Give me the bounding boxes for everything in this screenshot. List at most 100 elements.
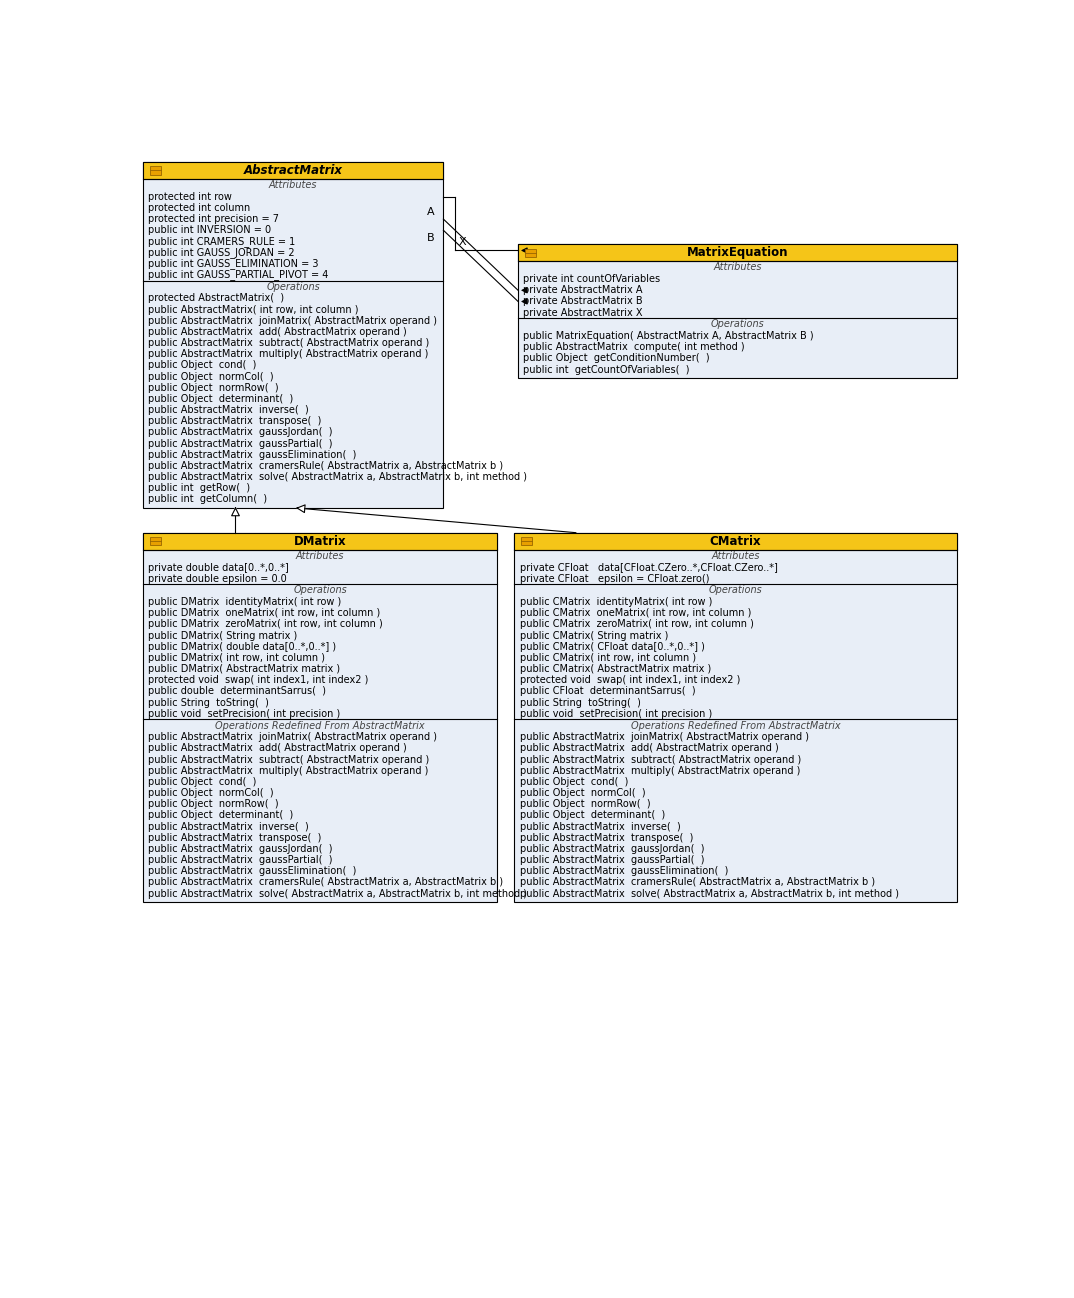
Text: public AbstractMatrix  cramersRule( AbstractMatrix a, AbstractMatrix b ): public AbstractMatrix cramersRule( Abstr… <box>148 461 504 471</box>
Text: public int CRAMERS_RULE = 1: public int CRAMERS_RULE = 1 <box>148 236 295 247</box>
Text: public AbstractMatrix  joinMatrix( AbstractMatrix operand ): public AbstractMatrix joinMatrix( Abstra… <box>148 732 437 742</box>
Text: public int GAUSS_JORDAN = 2: public int GAUSS_JORDAN = 2 <box>148 247 295 258</box>
Text: public AbstractMatrix  subtract( AbstractMatrix operand ): public AbstractMatrix subtract( Abstract… <box>148 754 430 765</box>
Text: public AbstractMatrix  subtract( AbstractMatrix operand ): public AbstractMatrix subtract( Abstract… <box>148 337 430 348</box>
Bar <box>518 244 957 378</box>
Text: public Object  determinant(  ): public Object determinant( ) <box>520 810 665 820</box>
Text: public int INVERSION = 0: public int INVERSION = 0 <box>148 226 272 235</box>
Text: public int GAUSS_ELIMINATION = 3: public int GAUSS_ELIMINATION = 3 <box>148 258 319 269</box>
Text: public void  setPrecision( int precision ): public void setPrecision( int precision … <box>148 709 340 719</box>
Text: public void  setPrecision( int precision ): public void setPrecision( int precision … <box>520 709 712 719</box>
Text: Attributes: Attributes <box>268 180 318 190</box>
Text: public AbstractMatrix  inverse(  ): public AbstractMatrix inverse( ) <box>520 822 680 832</box>
Text: public AbstractMatrix  joinMatrix( AbstractMatrix operand ): public AbstractMatrix joinMatrix( Abstra… <box>148 315 437 326</box>
Text: public AbstractMatrix  cramersRule( AbstractMatrix a, AbstractMatrix b ): public AbstractMatrix cramersRule( Abstr… <box>520 877 874 888</box>
Text: Attributes: Attributes <box>713 262 761 273</box>
Text: AbstractMatrix: AbstractMatrix <box>244 164 343 177</box>
Text: public Object  determinant(  ): public Object determinant( ) <box>148 393 293 404</box>
Text: Operations: Operations <box>266 282 320 292</box>
Text: public Object  normRow(  ): public Object normRow( ) <box>148 383 279 393</box>
Text: protected int row: protected int row <box>148 192 232 201</box>
Text: public CMatrix  oneMatrix( int row, int column ): public CMatrix oneMatrix( int row, int c… <box>520 609 751 618</box>
Text: public CMatrix( int row, int column ): public CMatrix( int row, int column ) <box>520 653 696 663</box>
Text: public DMatrix( int row, int column ): public DMatrix( int row, int column ) <box>148 653 325 663</box>
Text: public DMatrix( String matrix ): public DMatrix( String matrix ) <box>148 631 297 641</box>
Text: public CMatrix( AbstractMatrix matrix ): public CMatrix( AbstractMatrix matrix ) <box>520 665 711 674</box>
Text: public AbstractMatrix  solve( AbstractMatrix a, AbstractMatrix b, int method ): public AbstractMatrix solve( AbstractMat… <box>148 889 527 898</box>
Text: public AbstractMatrix  gaussPartial(  ): public AbstractMatrix gaussPartial( ) <box>520 855 705 866</box>
Text: public DMatrix( AbstractMatrix matrix ): public DMatrix( AbstractMatrix matrix ) <box>148 665 340 674</box>
Text: Operations Redefined From AbstractMatrix: Operations Redefined From AbstractMatrix <box>630 720 841 731</box>
Text: private double data[0..*,0..*]: private double data[0..*,0..*] <box>148 562 289 572</box>
Text: private AbstractMatrix X: private AbstractMatrix X <box>523 308 643 318</box>
Text: public AbstractMatrix  gaussJordan(  ): public AbstractMatrix gaussJordan( ) <box>148 427 333 437</box>
Text: public AbstractMatrix  add( AbstractMatrix operand ): public AbstractMatrix add( AbstractMatri… <box>148 744 407 753</box>
Text: public String  toString(  ): public String toString( ) <box>520 697 640 707</box>
Text: private CFloat   data[CFloat.CZero..*,CFloat.CZero..*]: private CFloat data[CFloat.CZero..*,CFlo… <box>520 562 778 572</box>
Text: Attributes: Attributes <box>296 550 345 561</box>
Text: Operations: Operations <box>293 585 347 596</box>
Bar <box>514 532 957 549</box>
Text: public AbstractMatrix  compute( int method ): public AbstractMatrix compute( int metho… <box>523 343 745 352</box>
Text: public Object  normRow(  ): public Object normRow( ) <box>148 800 279 809</box>
Bar <box>521 537 532 545</box>
Text: protected void  swap( int index1, int index2 ): protected void swap( int index1, int ind… <box>148 675 368 685</box>
Text: public AbstractMatrix  inverse(  ): public AbstractMatrix inverse( ) <box>148 405 309 415</box>
Text: Operations: Operations <box>711 319 765 330</box>
Text: public Object  normCol(  ): public Object normCol( ) <box>148 371 274 382</box>
Text: public MatrixEquation( AbstractMatrix A, AbstractMatrix B ): public MatrixEquation( AbstractMatrix A,… <box>523 331 814 341</box>
Bar <box>143 162 444 508</box>
Text: public AbstractMatrix  gaussElimination(  ): public AbstractMatrix gaussElimination( … <box>148 866 357 876</box>
Text: public AbstractMatrix  inverse(  ): public AbstractMatrix inverse( ) <box>148 822 309 832</box>
Text: public Object  cond(  ): public Object cond( ) <box>148 361 257 370</box>
Bar <box>143 532 497 549</box>
Text: DMatrix: DMatrix <box>294 535 347 548</box>
Text: protected int column: protected int column <box>148 202 250 213</box>
Text: public AbstractMatrix  gaussJordan(  ): public AbstractMatrix gaussJordan( ) <box>520 844 705 854</box>
Text: public AbstractMatrix  subtract( AbstractMatrix operand ): public AbstractMatrix subtract( Abstract… <box>520 754 801 765</box>
Text: public int  getColumn(  ): public int getColumn( ) <box>148 495 267 505</box>
Text: private double epsilon = 0.0: private double epsilon = 0.0 <box>148 574 287 584</box>
Text: public double  determinantSarrus(  ): public double determinantSarrus( ) <box>148 687 326 697</box>
Text: X: X <box>459 238 466 248</box>
Text: private int countOfVariables: private int countOfVariables <box>523 274 661 284</box>
Text: public Object  getConditionNumber(  ): public Object getConditionNumber( ) <box>523 353 710 363</box>
Text: public AbstractMatrix  multiply( AbstractMatrix operand ): public AbstractMatrix multiply( Abstract… <box>148 766 429 776</box>
Bar <box>518 244 957 261</box>
Text: public DMatrix  zeroMatrix( int row, int column ): public DMatrix zeroMatrix( int row, int … <box>148 619 383 630</box>
Bar <box>514 532 957 902</box>
Text: public Object  cond(  ): public Object cond( ) <box>520 778 628 787</box>
Text: protected AbstractMatrix(  ): protected AbstractMatrix( ) <box>148 293 285 304</box>
Text: CMatrix: CMatrix <box>710 535 761 548</box>
Text: public AbstractMatrix  multiply( AbstractMatrix operand ): public AbstractMatrix multiply( Abstract… <box>520 766 800 776</box>
Text: public AbstractMatrix  transpose(  ): public AbstractMatrix transpose( ) <box>148 833 322 842</box>
Text: public CMatrix( CFloat data[0..*,0..*] ): public CMatrix( CFloat data[0..*,0..*] ) <box>520 641 705 652</box>
Text: public Object  normCol(  ): public Object normCol( ) <box>520 788 645 798</box>
Text: protected int precision = 7: protected int precision = 7 <box>148 214 279 225</box>
Text: public AbstractMatrix  transpose(  ): public AbstractMatrix transpose( ) <box>520 833 693 842</box>
Bar <box>143 162 444 179</box>
Text: public String  toString(  ): public String toString( ) <box>148 697 270 707</box>
Text: public AbstractMatrix  multiply( AbstractMatrix operand ): public AbstractMatrix multiply( Abstract… <box>148 349 429 360</box>
Bar <box>150 537 161 545</box>
Text: protected void  swap( int index1, int index2 ): protected void swap( int index1, int ind… <box>520 675 740 685</box>
Text: public AbstractMatrix  gaussPartial(  ): public AbstractMatrix gaussPartial( ) <box>148 439 333 449</box>
Bar <box>525 248 536 257</box>
Text: MatrixEquation: MatrixEquation <box>686 247 788 260</box>
Text: public Object  determinant(  ): public Object determinant( ) <box>148 810 293 820</box>
Text: public AbstractMatrix  solve( AbstractMatrix a, AbstractMatrix b, int method ): public AbstractMatrix solve( AbstractMat… <box>520 889 899 898</box>
Text: public AbstractMatrix  cramersRule( AbstractMatrix a, AbstractMatrix b ): public AbstractMatrix cramersRule( Abstr… <box>148 877 504 888</box>
Text: public int  getRow(  ): public int getRow( ) <box>148 483 250 493</box>
Polygon shape <box>297 505 305 513</box>
Text: public AbstractMatrix  gaussElimination(  ): public AbstractMatrix gaussElimination( … <box>520 866 728 876</box>
Text: public Object  cond(  ): public Object cond( ) <box>148 778 257 787</box>
Text: public DMatrix  identityMatrix( int row ): public DMatrix identityMatrix( int row ) <box>148 597 342 607</box>
Text: public CMatrix  identityMatrix( int row ): public CMatrix identityMatrix( int row ) <box>520 597 712 607</box>
Text: public AbstractMatrix  gaussPartial(  ): public AbstractMatrix gaussPartial( ) <box>148 855 333 866</box>
Polygon shape <box>232 508 240 515</box>
Text: public AbstractMatrix( int row, int column ): public AbstractMatrix( int row, int colu… <box>148 305 359 314</box>
Text: public AbstractMatrix  add( AbstractMatrix operand ): public AbstractMatrix add( AbstractMatri… <box>520 744 779 753</box>
Text: public AbstractMatrix  gaussElimination(  ): public AbstractMatrix gaussElimination( … <box>148 449 357 459</box>
Text: private AbstractMatrix B: private AbstractMatrix B <box>523 296 643 306</box>
Text: public AbstractMatrix  solve( AbstractMatrix a, AbstractMatrix b, int method ): public AbstractMatrix solve( AbstractMat… <box>148 472 527 482</box>
